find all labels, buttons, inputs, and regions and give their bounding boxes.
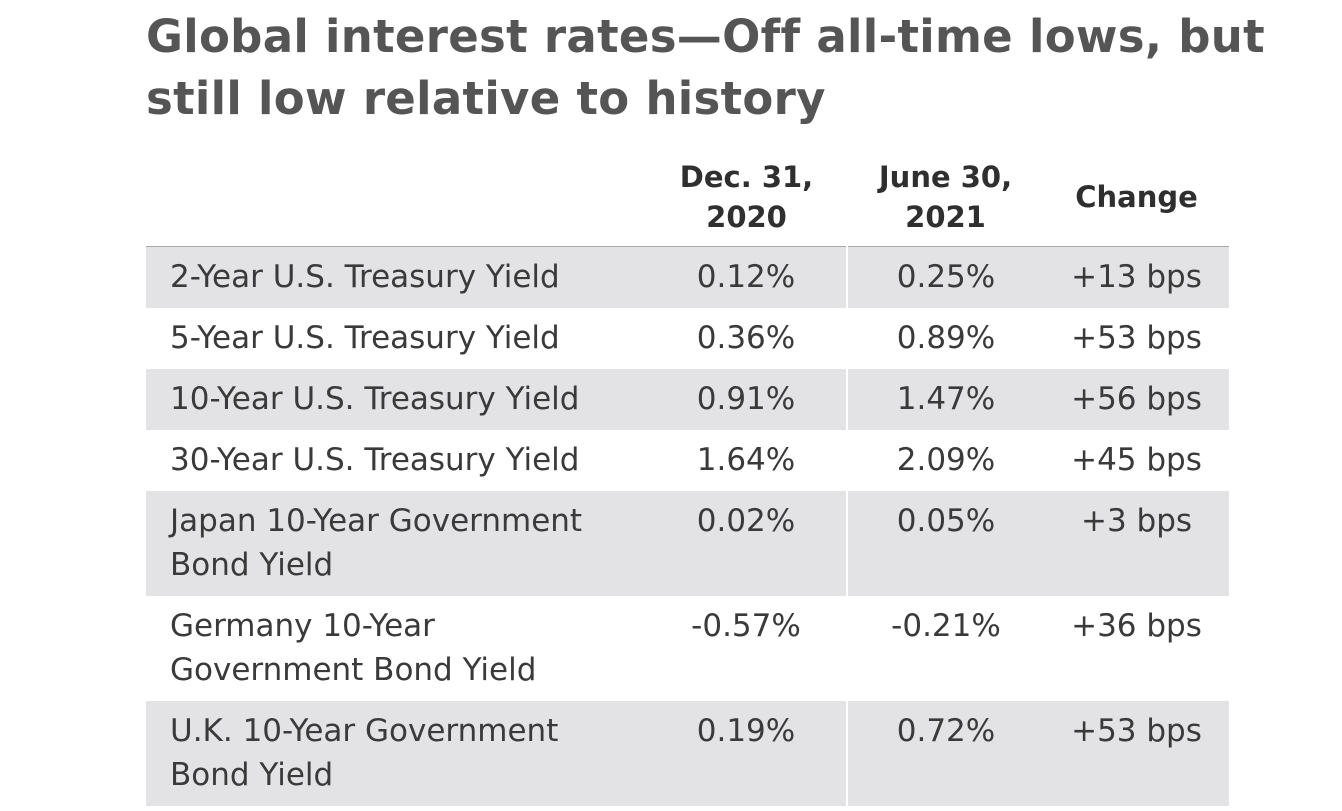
row-label: Germany 10-Year Government Bond Yield — [170, 608, 537, 688]
row-label: 10-Year U.S. Treasury Yield — [146, 369, 646, 430]
row-label-cell: Japan 10-Year Government Bond Yield — [146, 491, 646, 596]
interest-rates-table: Dec. 31, 2020 June 30, 2021 Change 2-Yea… — [146, 148, 1229, 806]
row-jun-2021: 1.47% — [847, 369, 1044, 430]
header-jun-2021: June 30, 2021 — [847, 148, 1044, 247]
row-jun-2021: 0.72% — [847, 701, 1044, 806]
row-change: +3 bps — [1044, 491, 1229, 596]
row-change: +53 bps — [1044, 701, 1229, 806]
table-row: 10-Year U.S. Treasury Yield 0.91% 1.47% … — [146, 369, 1229, 430]
row-dec-2020: 1.64% — [646, 430, 848, 491]
row-change: +45 bps — [1044, 430, 1229, 491]
header-jun-2021-text: June 30, 2021 — [878, 160, 1013, 234]
row-dec-2020: -0.57% — [646, 596, 848, 701]
row-dec-2020: 0.36% — [646, 308, 848, 369]
row-label: 2-Year U.S. Treasury Yield — [146, 246, 646, 308]
table-row: 30-Year U.S. Treasury Yield 1.64% 2.09% … — [146, 430, 1229, 491]
table-row: Germany 10-Year Government Bond Yield -0… — [146, 596, 1229, 701]
row-jun-2021: 0.05% — [847, 491, 1044, 596]
row-change: +56 bps — [1044, 369, 1229, 430]
row-change: +13 bps — [1044, 246, 1229, 308]
row-label: Japan 10-Year Government Bond Yield — [170, 503, 583, 583]
row-dec-2020: 0.02% — [646, 491, 848, 596]
row-label: 30-Year U.S. Treasury Yield — [146, 430, 646, 491]
table-row: Japan 10-Year Government Bond Yield 0.02… — [146, 491, 1229, 596]
row-dec-2020: 0.19% — [646, 701, 848, 806]
header-change: Change — [1044, 148, 1229, 247]
table-row: U.K. 10-Year Government Bond Yield 0.19%… — [146, 701, 1229, 806]
row-jun-2021: 2.09% — [847, 430, 1044, 491]
row-change: +36 bps — [1044, 596, 1229, 701]
row-label-cell: U.K. 10-Year Government Bond Yield — [146, 701, 646, 806]
header-dec-2020: Dec. 31, 2020 — [646, 148, 847, 247]
row-label: U.K. 10-Year Government Bond Yield — [170, 713, 559, 793]
row-label-cell: Germany 10-Year Government Bond Yield — [146, 596, 646, 701]
row-jun-2021: 0.89% — [847, 308, 1044, 369]
row-dec-2020: 0.91% — [646, 369, 848, 430]
table-row: 5-Year U.S. Treasury Yield 0.36% 0.89% +… — [146, 308, 1229, 369]
chart-title: Global interest rates—Off all-time lows,… — [146, 10, 1265, 125]
header-label-column — [146, 148, 646, 247]
header-row: Dec. 31, 2020 June 30, 2021 Change — [146, 148, 1229, 247]
row-change: +53 bps — [1044, 308, 1229, 369]
row-label: 5-Year U.S. Treasury Yield — [146, 308, 646, 369]
header-dec-2020-text: Dec. 31, 2020 — [679, 160, 814, 234]
row-dec-2020: 0.12% — [646, 246, 848, 308]
row-jun-2021: -0.21% — [847, 596, 1044, 701]
row-jun-2021: 0.25% — [847, 246, 1044, 308]
table-row: 2-Year U.S. Treasury Yield 0.12% 0.25% +… — [146, 246, 1229, 308]
